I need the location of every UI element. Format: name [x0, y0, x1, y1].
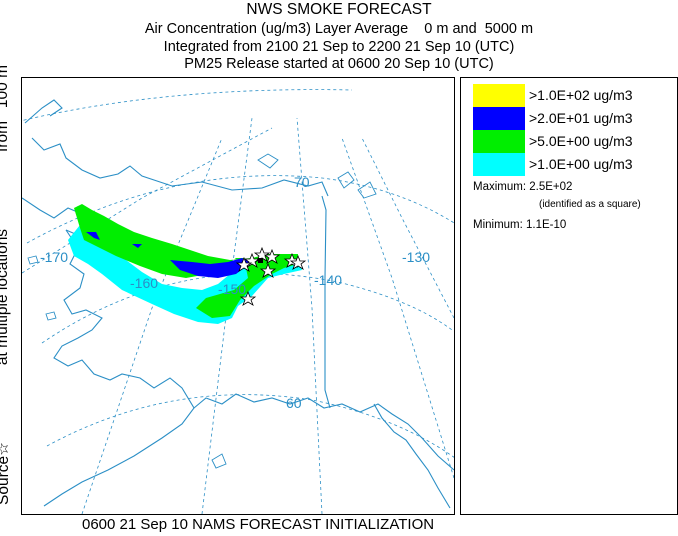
island-1 [27, 255, 39, 265]
source-markers [235, 246, 307, 306]
plume-level-5 [74, 204, 298, 318]
lon-label-130: -130 [402, 249, 430, 265]
lat-label-70: 70 [294, 174, 310, 190]
island-kodiak [211, 453, 227, 469]
source-star-6 [289, 254, 307, 270]
maximum-square-marker [258, 258, 263, 263]
legend-row-5: >5.0E+00 ug/m3 [473, 130, 673, 153]
release-start: PM25 Release started at 0600 20 Sep 10 (… [184, 56, 494, 72]
lon-label-160: -160 [130, 275, 158, 291]
border-canada [321, 195, 331, 409]
lon-line-140 [296, 117, 323, 514]
concentration-subtitle: Air Concentration (ug/m3) Layer Average … [144, 21, 534, 37]
locations-label: at multiple locations [0, 228, 11, 366]
smoke-map: 70 60 -170 -160 -150 -140 -130 [21, 77, 455, 515]
legend-row-1: >1.0E+00 ug/m3 [473, 153, 673, 176]
island-ne-1 [337, 171, 355, 189]
map-title: NWS SMOKE FORECAST [246, 1, 432, 18]
height-label: from 100 m [0, 65, 11, 153]
forecast-initialization: 0600 21 Sep 10 NAMS FORECAST INITIALIZAT… [82, 516, 435, 533]
lat-line-60 [46, 394, 454, 458]
coast-gulf [193, 393, 454, 471]
maximum-value: Maximum: 2.5E+02 [473, 181, 573, 193]
maximum-note: (identified as a square) [539, 199, 641, 210]
islands [27, 153, 377, 469]
legend-swatch-green [473, 130, 525, 153]
island-2 [45, 311, 57, 321]
lat-line-75 [22, 89, 353, 122]
minimum-value: Minimum: 1.1E-10 [473, 219, 567, 231]
legend-row-100: >1.0E+02 ug/m3 [473, 84, 673, 107]
legend-label-1: >1.0E+00 ug/m3 [529, 156, 633, 172]
coast-north-slope [31, 137, 329, 197]
source-star-3 [263, 248, 281, 264]
coast-panhandle [373, 403, 451, 509]
legend-row-20: >2.0E+01 ug/m3 [473, 107, 673, 130]
legend-label-20: >2.0E+01 ug/m3 [529, 110, 633, 126]
source-star-8 [259, 262, 277, 278]
coast-west [43, 229, 195, 507]
lon-label-150: -150 [218, 281, 246, 297]
legend-panel: >1.0E+02 ug/m3 >2.0E+01 ug/m3 >5.0E+00 u… [460, 77, 678, 515]
source-label: Source☆ [0, 441, 12, 505]
legend-swatch-cyan [473, 153, 525, 176]
lon-line-130 [341, 137, 454, 479]
source-star-4 [235, 256, 253, 272]
lat-line-65 [41, 273, 454, 344]
lat-label-60: 60 [286, 395, 302, 411]
alaska-map-svg: 70 60 -170 -160 -150 -140 -130 [22, 89, 454, 514]
lon-label-170: -170 [40, 249, 68, 265]
legend-swatch-yellow [473, 84, 525, 107]
legend-swatch-blue [473, 107, 525, 130]
plume-level-20-a [170, 258, 250, 278]
lon-line-120 [361, 137, 454, 319]
latitude-lines [22, 89, 454, 458]
lon-label-140: -140 [314, 272, 342, 288]
smoke-plume [68, 204, 302, 324]
source-side-label: Source☆ at multiple locations from 100 m [0, 65, 13, 505]
source-star-7 [239, 290, 257, 306]
lat-line-70 [26, 175, 454, 244]
plume-level-20-b [86, 232, 100, 240]
legend-label-5: >5.0E+00 ug/m3 [529, 133, 633, 149]
plume-level-20-c [132, 244, 142, 248]
legend-label-100: >1.0E+02 ug/m3 [529, 87, 633, 103]
island-north [257, 153, 279, 169]
longitude-lines [22, 117, 454, 514]
integration-period: Integrated from 2100 21 Sep to 2200 21 S… [163, 39, 515, 55]
lon-line-160 [81, 137, 223, 514]
coast-siberia [24, 99, 63, 124]
island-ne-2 [357, 181, 377, 199]
